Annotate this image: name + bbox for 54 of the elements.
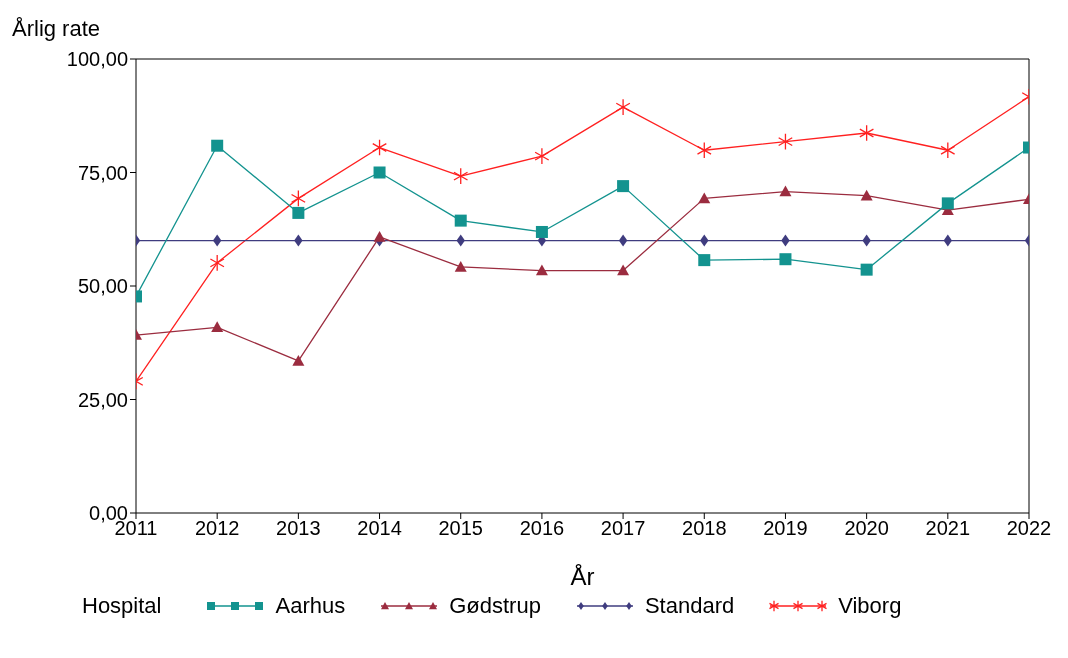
- point: [696, 141, 712, 159]
- point: [860, 263, 873, 276]
- point: [454, 260, 467, 272]
- point: [373, 230, 386, 242]
- y-axis-title: Årlig rate: [12, 16, 101, 42]
- point: [618, 234, 628, 247]
- point: [535, 264, 548, 276]
- point: [453, 167, 469, 185]
- x-tick-label: 2016: [519, 517, 565, 540]
- x-tick-label: 2022: [1006, 517, 1052, 540]
- point: [698, 192, 711, 204]
- x-tick-label: 2020: [844, 517, 889, 540]
- y-tick-label: 50,00: [77, 275, 128, 298]
- point: [941, 197, 954, 210]
- point: [860, 189, 873, 201]
- legend-title: Hospital: [82, 593, 162, 619]
- x-tick-label: 2018: [682, 517, 727, 540]
- point: [373, 166, 386, 179]
- point: [940, 141, 956, 159]
- point: [292, 354, 305, 366]
- point: [290, 189, 306, 207]
- point: [617, 180, 630, 193]
- point: [211, 321, 224, 333]
- legend-label: Viborg: [837, 593, 902, 619]
- point: [534, 147, 550, 165]
- point: [211, 139, 224, 152]
- legend-label: Gødstrup: [448, 593, 541, 619]
- point: [859, 124, 875, 142]
- point: [615, 98, 631, 116]
- legend-label: Standard: [643, 593, 735, 619]
- point: [778, 133, 793, 151]
- x-tick-label: 2014: [357, 517, 402, 540]
- y-tick-label: 25,00: [77, 388, 128, 411]
- legend-label: Aarhus: [274, 593, 346, 619]
- y-tick-label: 75,00: [77, 161, 128, 184]
- x-tick-label: 2017: [600, 517, 646, 540]
- point: [698, 254, 711, 267]
- point: [292, 206, 305, 219]
- x-tick-label: 2012: [194, 517, 240, 540]
- y-tick-label: 100,00: [66, 48, 128, 71]
- point: [617, 264, 630, 276]
- x-tick-label: 2013: [276, 517, 321, 540]
- point: [209, 254, 225, 272]
- x-tick-label: 2015: [438, 517, 483, 540]
- x-axis-title: År: [570, 563, 595, 590]
- point: [372, 139, 387, 156]
- point: [779, 185, 792, 197]
- point: [454, 214, 467, 227]
- point: [779, 253, 792, 266]
- point: [943, 234, 953, 247]
- point: [535, 225, 548, 238]
- x-tick-label: 2021: [925, 517, 971, 540]
- point: [212, 234, 222, 247]
- x-tick-label: 2019: [763, 517, 808, 540]
